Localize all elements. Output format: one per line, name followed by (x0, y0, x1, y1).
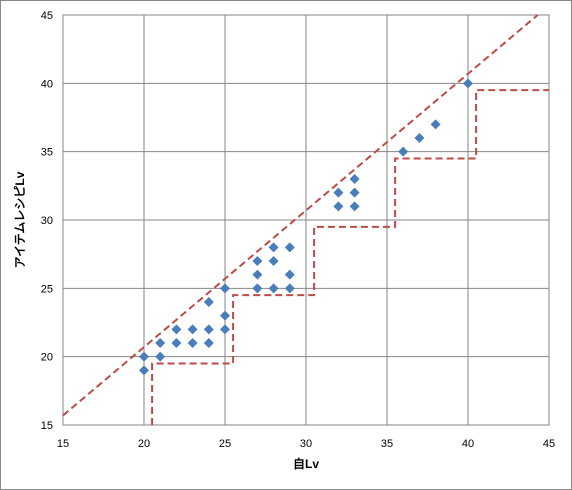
data-point (414, 133, 425, 143)
data-point (268, 242, 279, 253)
y-tick-label: 40 (41, 78, 53, 90)
data-point (220, 324, 230, 335)
data-point (155, 351, 166, 362)
data-point (333, 201, 344, 212)
data-point (187, 338, 198, 348)
data-point (349, 201, 360, 212)
x-axis-title: 自Lv (293, 456, 319, 471)
data-point (252, 256, 263, 266)
data-point (349, 174, 360, 184)
data-point (139, 365, 149, 376)
data-point (252, 269, 263, 280)
data-point (220, 310, 230, 321)
data-point (252, 283, 263, 294)
data-point (333, 187, 344, 198)
data-point (463, 78, 473, 89)
data-point (220, 283, 230, 294)
data-point (203, 297, 214, 307)
data-point (171, 338, 182, 348)
x-tick-label: 45 (543, 438, 555, 450)
y-tick-label: 15 (41, 420, 53, 432)
data-point (155, 338, 166, 348)
data-point (430, 119, 441, 130)
y-tick-label: 35 (41, 147, 53, 159)
plot-area (62, 14, 550, 426)
data-point (268, 283, 279, 294)
data-point (284, 283, 295, 294)
y-axis-title: アイテムレシピLv (13, 171, 27, 268)
data-point (284, 269, 295, 280)
y-tick-label: 20 (41, 352, 53, 364)
x-tick-label: 15 (57, 438, 69, 450)
data-point (349, 187, 360, 198)
x-tick-label: 25 (219, 438, 231, 450)
data-point (203, 324, 214, 335)
data-point (171, 324, 182, 335)
y-tick-label: 45 (41, 10, 53, 22)
x-tick-label: 40 (462, 438, 474, 450)
data-point (284, 242, 295, 253)
data-point (398, 146, 409, 157)
y-tick-label: 25 (41, 283, 53, 295)
data-point (139, 351, 149, 362)
data-point (203, 338, 214, 348)
dashed-line (62, 14, 539, 417)
x-tick-label: 20 (138, 438, 150, 450)
x-tick-label: 30 (300, 438, 312, 450)
y-tick-label: 30 (41, 215, 53, 227)
data-point (187, 324, 198, 335)
data-point (268, 256, 279, 266)
x-tick-label: 35 (381, 438, 393, 450)
dashed-line (151, 89, 549, 425)
